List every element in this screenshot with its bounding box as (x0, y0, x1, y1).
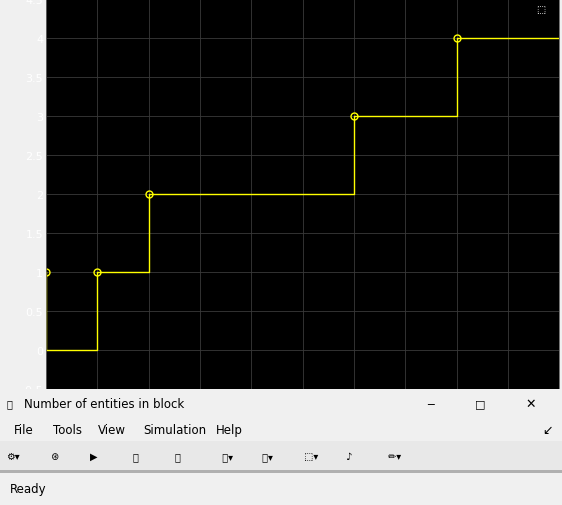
Text: ↙: ↙ (542, 423, 553, 436)
Text: ✏▾: ✏▾ (385, 451, 401, 461)
Text: ⊛: ⊛ (48, 451, 62, 461)
Text: T=8.000: T=8.000 (483, 483, 531, 493)
Text: 🔲: 🔲 (7, 398, 12, 409)
Text: Number of entities in block: Number of entities in block (24, 397, 184, 410)
Text: ⚙▾: ⚙▾ (6, 451, 19, 461)
Text: ⬚▾: ⬚▾ (301, 451, 318, 461)
Text: ♪: ♪ (343, 451, 352, 461)
Text: ⬚: ⬚ (536, 5, 545, 15)
Text: Tools: Tools (53, 423, 83, 436)
Text: Ready: Ready (10, 482, 47, 494)
Text: Sample based: Sample based (362, 483, 441, 493)
Text: ▶: ▶ (90, 451, 97, 461)
Text: ─: ─ (427, 398, 434, 409)
Text: File: File (14, 423, 34, 436)
Text: Help: Help (216, 423, 243, 436)
Text: ✕: ✕ (525, 397, 536, 410)
Text: ⏭: ⏭ (132, 451, 138, 461)
Text: ⏹: ⏹ (174, 451, 180, 461)
Text: ⧉▾: ⧉▾ (216, 451, 233, 461)
Text: View: View (98, 423, 126, 436)
Text: □: □ (475, 398, 486, 409)
Text: Simulation: Simulation (143, 423, 206, 436)
Text: 🔍▾: 🔍▾ (259, 451, 273, 461)
